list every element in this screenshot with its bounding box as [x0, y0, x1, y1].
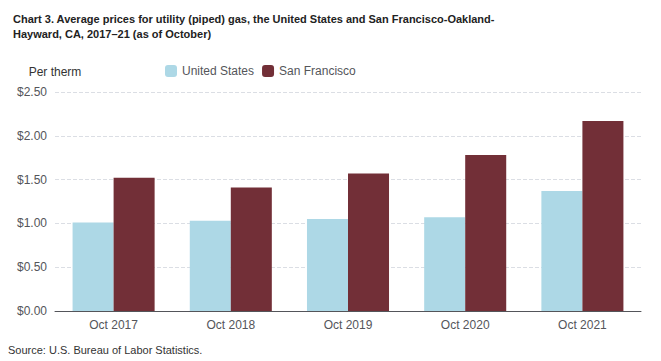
svg-text:$0.00: $0.00: [17, 304, 47, 318]
svg-text:Oct 2017: Oct 2017: [89, 318, 138, 332]
svg-text:Hayward, CA, 2017–21 (as of Oc: Hayward, CA, 2017–21 (as of October): [13, 28, 211, 40]
svg-text:Chart 3. Average prices for ut: Chart 3. Average prices for utility (pip…: [13, 13, 495, 25]
svg-text:Oct 2021: Oct 2021: [558, 318, 607, 332]
svg-text:$0.50: $0.50: [17, 260, 47, 274]
svg-text:$2.50: $2.50: [17, 85, 47, 99]
svg-text:Source: U.S. Bureau of Labor S: Source: U.S. Bureau of Labor Statistics.: [8, 344, 202, 356]
svg-text:San Francisco: San Francisco: [279, 64, 356, 78]
svg-text:Oct 2019: Oct 2019: [324, 318, 373, 332]
svg-text:Oct 2020: Oct 2020: [441, 318, 490, 332]
svg-text:United States: United States: [182, 64, 254, 78]
svg-text:$1.50: $1.50: [17, 173, 47, 187]
svg-text:Per therm: Per therm: [29, 65, 82, 79]
svg-text:$2.00: $2.00: [17, 129, 47, 143]
svg-text:Oct 2018: Oct 2018: [206, 318, 255, 332]
svg-text:$1.00: $1.00: [17, 216, 47, 230]
